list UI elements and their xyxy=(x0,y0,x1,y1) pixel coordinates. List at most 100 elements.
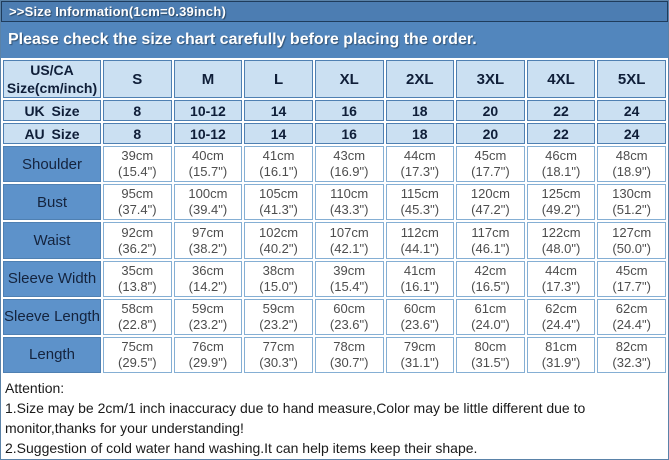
measurement-inch: (16.1") xyxy=(259,164,298,180)
measurement-cm: 41cm xyxy=(403,262,436,278)
measurement-cm: 95cm xyxy=(121,186,154,202)
measurement-inch: (17.3") xyxy=(400,164,440,180)
measurement-inch: (14.2") xyxy=(188,278,228,294)
measurement-cm: 59cm xyxy=(262,300,295,316)
measurement-cm: 76cm xyxy=(192,338,224,354)
measurement-cell: 45cm (17.7") xyxy=(456,146,525,183)
measurement-inch: (36.2") xyxy=(118,240,157,256)
measurement-inch: (16.1") xyxy=(400,278,440,294)
measurement-inch: (13.8") xyxy=(118,278,157,294)
measurement-inch: (40.2") xyxy=(259,240,298,256)
size-chart-table: US/CA Size(cm/inch) S M L XL 2XL 3XL 4XL 5XL UK S… xyxy=(1,58,668,375)
measurement-cm: 42cm xyxy=(474,262,507,278)
measurement-cm: 62cm xyxy=(545,300,577,316)
measurement-cell: 107cm (42.1") xyxy=(314,222,384,259)
measurement-label: Length xyxy=(3,336,101,373)
measurement-cell: 76cm (29.9") xyxy=(173,336,243,373)
region-size-value: 16 xyxy=(314,123,384,145)
measurement-inch: (18.9") xyxy=(612,164,651,180)
measurement-cell: 62cm (24.4") xyxy=(526,298,596,335)
measurement-cm: 43cm xyxy=(333,148,366,164)
size-column-header: M xyxy=(173,60,243,99)
size-chart-area: US/CA Size(cm/inch) S M L XL 2XL 3XL 4XL 5XL UK S… xyxy=(1,58,668,377)
measurement-label: Shoulder xyxy=(3,146,101,183)
measurement-inch: (41.3") xyxy=(259,202,298,218)
measurement-inch: (15.7") xyxy=(188,164,228,180)
measurement-cm: 102cm xyxy=(259,224,299,240)
measurement-cm: 130cm xyxy=(612,186,652,202)
measurement-inch: (47.2") xyxy=(471,202,510,218)
measurement-inch: (24.4") xyxy=(612,316,651,332)
region-size-value: 10-12 xyxy=(173,100,243,122)
region-size-value: 10-12 xyxy=(173,123,243,145)
size-information-title: >>Size Information(1cm=0.39inch) xyxy=(9,4,226,19)
region-size-value: 14 xyxy=(244,123,313,145)
measurement-inch: (22.8") xyxy=(118,316,157,332)
measurement-cm: 58cm xyxy=(121,300,154,316)
size-header-row: US/CA Size(cm/inch) S M L XL 2XL 3XL 4XL 5XL xyxy=(3,60,666,99)
measurement-cm: 36cm xyxy=(192,262,224,278)
measurement-inch: (15.4") xyxy=(118,164,157,180)
measurement-inch: (31.5") xyxy=(471,354,510,370)
measurement-cm: 44cm xyxy=(545,262,577,278)
region-size-value: 22 xyxy=(526,100,596,122)
size-column-header: L xyxy=(244,60,313,99)
measurement-inch: (37.4") xyxy=(118,202,157,218)
measurement-cm: 75cm xyxy=(121,338,154,354)
measurement-cm: 46cm xyxy=(545,148,577,164)
measurement-cm: 40cm xyxy=(192,148,224,164)
measurement-cell: 59cm (23.2") xyxy=(244,298,313,335)
measurement-cell: 130cm (51.2") xyxy=(597,184,666,221)
measurement-cell: 42cm (16.5") xyxy=(456,260,525,297)
measurement-cell: 36cm (14.2") xyxy=(173,260,243,297)
measurement-cm: 117cm xyxy=(471,224,510,240)
measurement-label: Bust xyxy=(3,184,101,221)
measurement-cm: 35cm xyxy=(121,262,154,278)
measurement-cell: 41cm (16.1") xyxy=(244,146,313,183)
measurement-cm: 92cm xyxy=(121,224,154,240)
measurement-cm: 60cm xyxy=(333,300,366,316)
measurement-cm: 62cm xyxy=(615,300,648,316)
measurement-inch: (29.5") xyxy=(118,354,157,370)
measurement-cm: 97cm xyxy=(192,224,224,240)
measurement-inch: (31.1") xyxy=(400,354,440,370)
measurement-cell: 35cm (13.8") xyxy=(103,260,172,297)
attention-heading: Attention: xyxy=(5,380,65,396)
measurement-cell: 97cm (38.2") xyxy=(173,222,243,259)
measurement-cell: 78cm (30.7") xyxy=(314,336,384,373)
measurement-cell: 39cm (15.4") xyxy=(314,260,384,297)
measurement-cm: 45cm xyxy=(615,262,648,278)
size-column-header: 3XL xyxy=(456,60,525,99)
measurement-inch: (16.9") xyxy=(329,164,369,180)
measurement-cell: 79cm (31.1") xyxy=(385,336,455,373)
size-column-header: XL xyxy=(314,60,384,99)
measurement-row: Shoulder 39cm (15.4") 40cm (15.7") 41cm (16.1"… xyxy=(3,146,666,183)
measurement-inch: (44.1") xyxy=(400,240,440,256)
measurement-cm: 110cm xyxy=(330,186,369,202)
size-information-title-bar: >>Size Information(1cm=0.39inch) xyxy=(1,1,668,22)
measurement-cm: 48cm xyxy=(615,148,648,164)
measurement-inch: (30.7") xyxy=(329,354,369,370)
measurement-inch: (50.0") xyxy=(612,240,651,256)
measurement-inch: (23.6") xyxy=(400,316,440,332)
measurement-cell: 75cm (29.5") xyxy=(103,336,172,373)
measurement-label: Waist xyxy=(3,222,101,259)
region-size-label: AU Size xyxy=(3,123,101,145)
measurement-cell: 120cm (47.2") xyxy=(456,184,525,221)
size-chart-notice: Please check the size chart carefully be… xyxy=(8,31,477,48)
measurement-cell: 44cm (17.3") xyxy=(526,260,596,297)
measurement-cell: 95cm (37.4") xyxy=(103,184,172,221)
size-column-header: S xyxy=(103,60,172,99)
measurement-inch: (31.9") xyxy=(541,354,581,370)
measurement-cm: 112cm xyxy=(400,224,439,240)
measurement-label: Sleeve Width xyxy=(3,260,101,297)
measurement-cell: 77cm (30.3") xyxy=(244,336,313,373)
measurement-cell: 60cm (23.6") xyxy=(385,298,455,335)
measurement-cm: 45cm xyxy=(474,148,507,164)
region-size-label: UK Size xyxy=(3,100,101,122)
measurement-inch: (45.3") xyxy=(400,202,440,218)
measurement-cell: 39cm (15.4") xyxy=(103,146,172,183)
measurement-inch: (24.4") xyxy=(541,316,581,332)
measurement-cm: 60cm xyxy=(403,300,436,316)
